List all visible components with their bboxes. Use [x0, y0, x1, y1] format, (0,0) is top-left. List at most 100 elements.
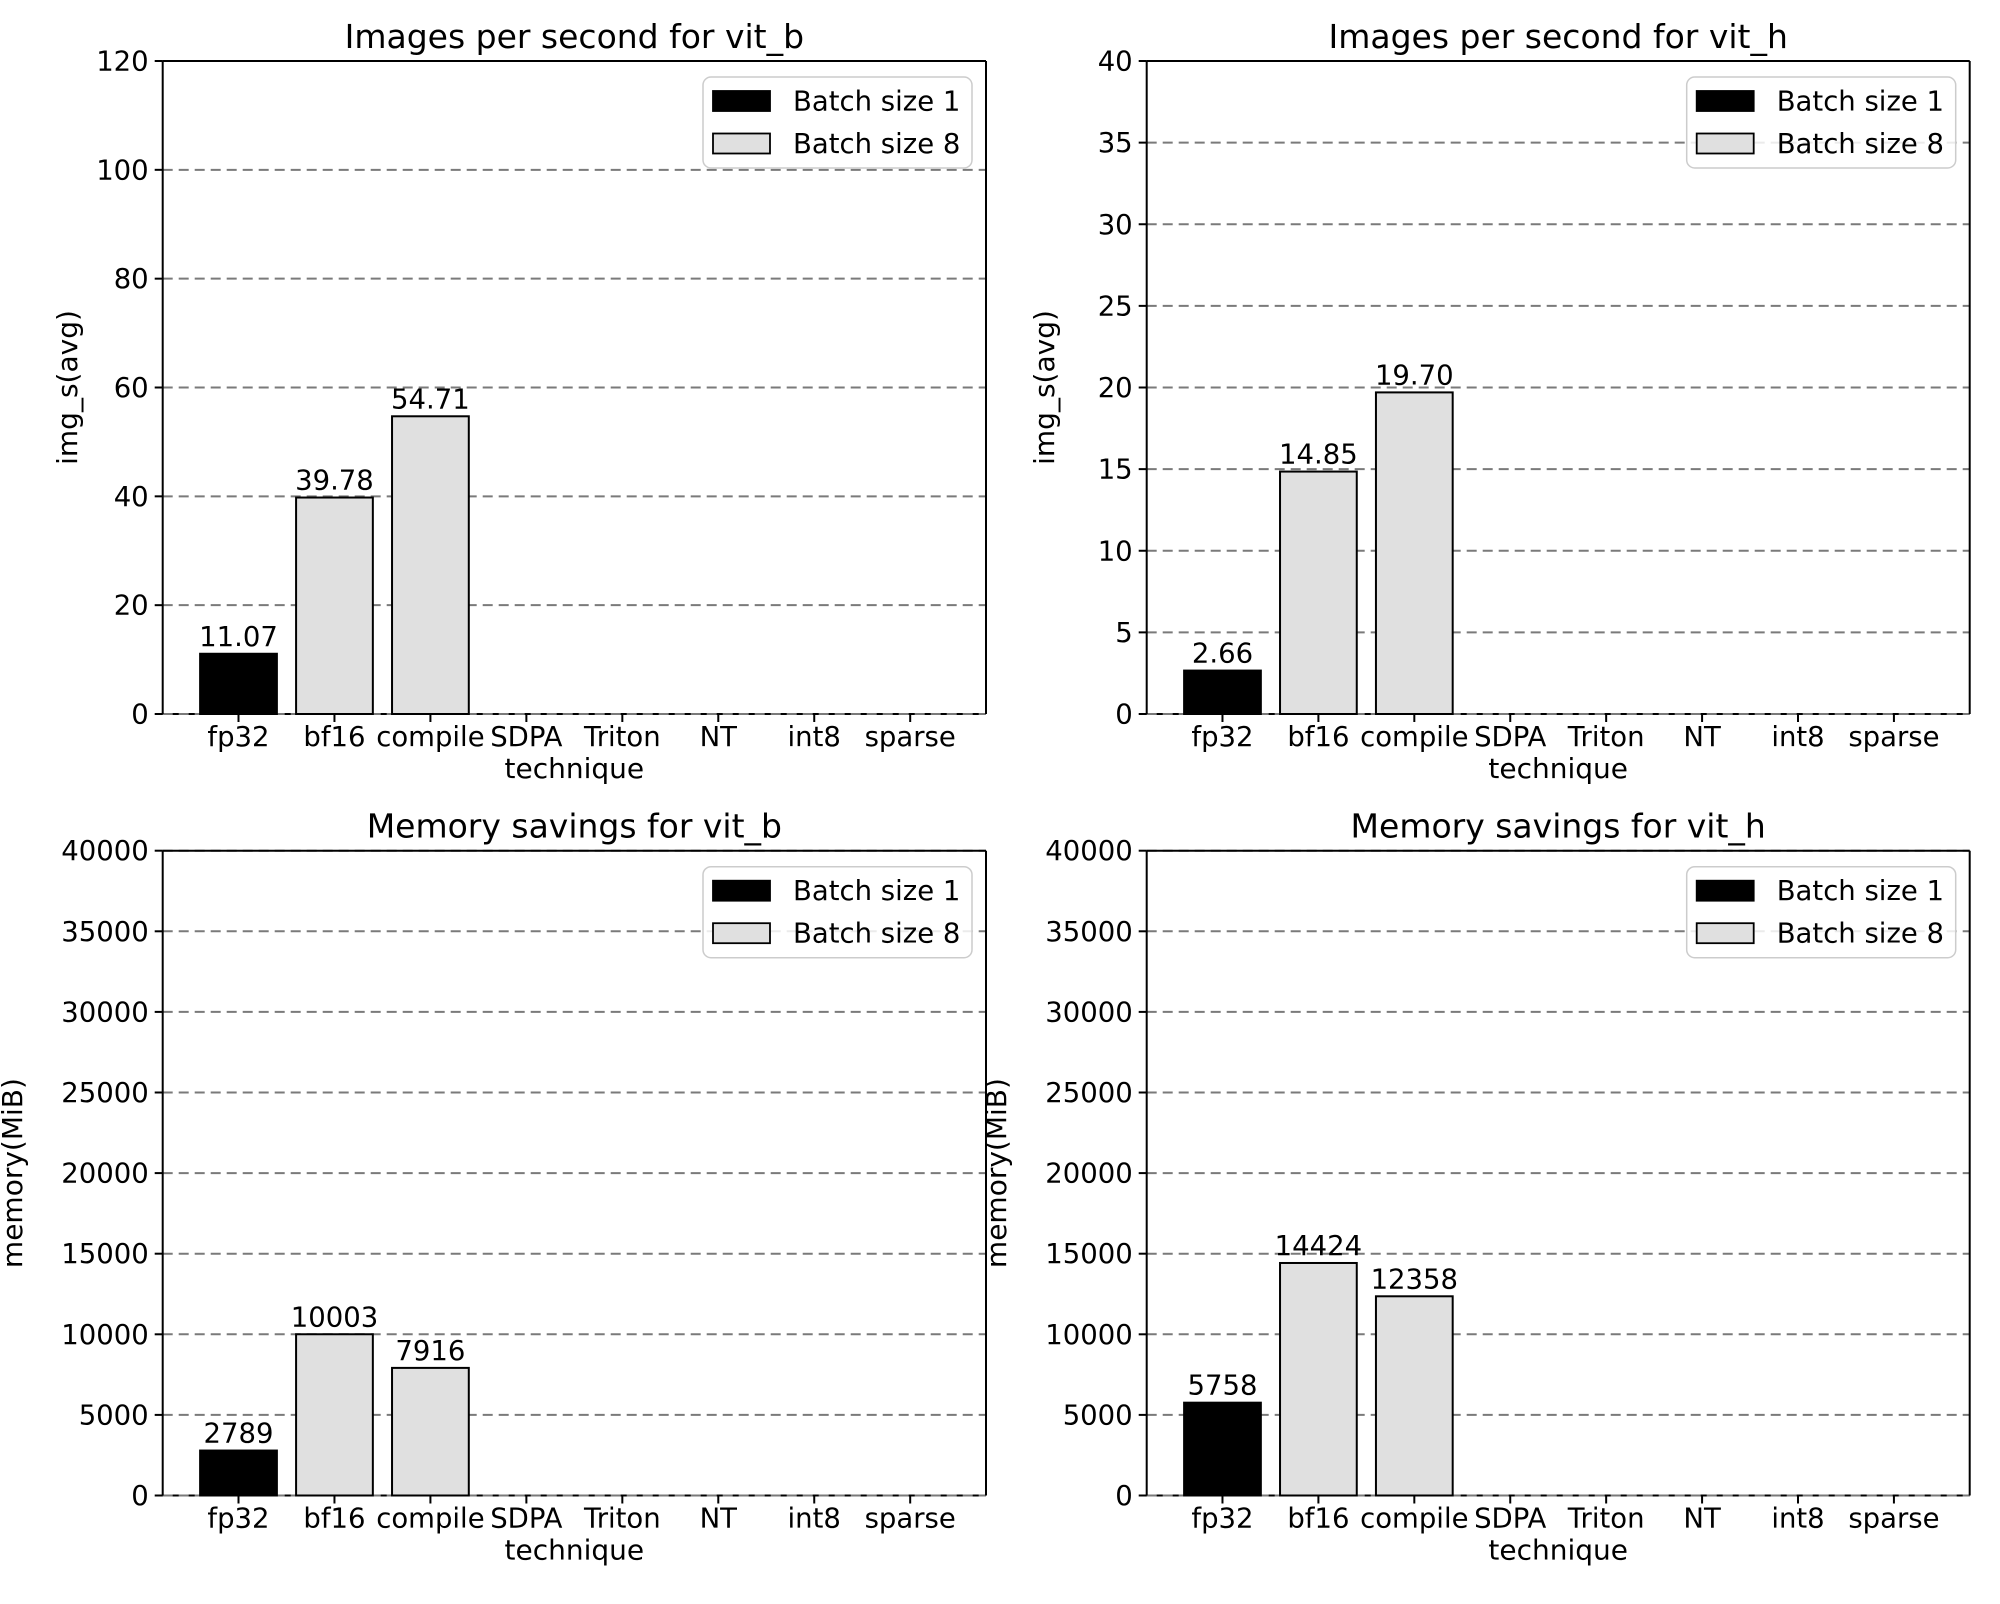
y-tick-label: 100: [96, 154, 149, 186]
bar-bf16-batch-size-8: [295, 1333, 374, 1497]
bar-value-label-compile: 19.70: [1375, 359, 1454, 391]
chart-title: Images per second for vit_b: [345, 17, 804, 56]
x-tick-label-sparse: sparse: [865, 721, 956, 753]
y-tick-label: 15000: [1045, 1238, 1132, 1270]
bar-value-label-compile: 54.71: [391, 383, 470, 415]
y-tick-label: 10000: [1045, 1319, 1132, 1351]
legend: Batch size 1 Batch size 8: [702, 865, 973, 959]
x-tick-label-NT: NT: [1683, 1503, 1721, 1535]
legend-label-batch-size-8: Batch size 8: [793, 128, 960, 160]
y-tick-label: 30000: [1045, 996, 1132, 1028]
x-tick-label-SDPA: SDPA: [1474, 1503, 1546, 1535]
legend: Batch size 1 Batch size 8: [1685, 76, 1957, 169]
x-axis-label: technique: [1488, 1534, 1628, 1567]
x-tick-label-fp32: fp32: [207, 1503, 269, 1535]
x-tick-label-SDPA: SDPA: [490, 721, 562, 753]
y-tick-label: 20: [1098, 372, 1133, 404]
x-tick-label-sparse: sparse: [1848, 1503, 1939, 1535]
y-tick-label: 25: [1098, 290, 1133, 322]
y-tick-label: 30000: [61, 996, 148, 1028]
bar-compile-batch-size-8: [391, 415, 470, 715]
x-tick-label-compile: compile: [1360, 721, 1468, 753]
x-tick-label-sparse: sparse: [1848, 721, 1939, 753]
y-tick-label: 60: [114, 372, 149, 404]
y-tick-label: 40: [1098, 46, 1133, 78]
legend-label-batch-size-1: Batch size 1: [793, 86, 960, 118]
y-tick-label: 120: [96, 46, 149, 78]
legend-label-batch-size-1: Batch size 1: [793, 875, 960, 907]
bar-value-label-fp32: 5758: [1187, 1370, 1257, 1402]
x-tick-label-sparse: sparse: [865, 1503, 956, 1535]
x-tick-label-int8: int8: [1771, 721, 1824, 753]
x-tick-label-int8: int8: [1771, 1503, 1824, 1535]
bar-value-label-bf16: 10003: [291, 1301, 378, 1333]
y-tick-label: 5000: [79, 1399, 149, 1431]
y-tick-label: 20000: [61, 1158, 148, 1190]
x-tick-label-compile: compile: [1360, 1503, 1468, 1535]
subplot-4: 5758 14424 12358 0 5000 10000 15000 20000 25000 3…: [980, 807, 1971, 1567]
legend: Batch size 1 Batch size 8: [702, 76, 973, 169]
y-tick-label: 35: [1098, 127, 1133, 159]
y-tick-label: 10000: [61, 1319, 148, 1351]
x-axis-label: technique: [505, 1534, 645, 1567]
y-tick-label: 0: [1115, 1480, 1133, 1512]
bar-bf16-batch-size-8: [1279, 1261, 1358, 1497]
bar-value-label-fp32: 2.66: [1192, 638, 1253, 670]
y-tick-label: 20000: [1045, 1158, 1132, 1190]
chart-title: Memory savings for vit_b: [367, 807, 782, 846]
y-tick-label: 5000: [1063, 1399, 1133, 1431]
x-tick-label-Triton: Triton: [1567, 721, 1645, 753]
y-tick-label: 25000: [61, 1077, 148, 1109]
bar-value-label-compile: 12358: [1371, 1263, 1458, 1295]
legend-label-batch-size-8: Batch size 8: [793, 918, 960, 950]
x-axis-label: technique: [505, 752, 645, 785]
y-tick-label: 0: [131, 1480, 149, 1512]
x-tick-label-Triton: Triton: [583, 721, 661, 753]
bar-fp32-batch-size-1: [1183, 669, 1262, 715]
legend: Batch size 1 Batch size 8: [1685, 865, 1957, 959]
y-tick-label: 15: [1098, 454, 1133, 486]
y-axis-label: img_s(avg): [51, 310, 84, 465]
legend-swatch-batch-size-1: [712, 90, 771, 112]
y-tick-label: 80: [114, 263, 149, 295]
x-axis-label: technique: [1488, 752, 1628, 785]
subplot-1: 11.07 39.78 54.71 0 20 40 60 80 100 120 fp32 bf16 co…: [51, 17, 987, 785]
y-tick-label: 40000: [1045, 835, 1132, 867]
x-tick-label-bf16: bf16: [303, 721, 365, 753]
bar-value-label-bf16: 14.85: [1279, 439, 1358, 471]
legend-swatch-batch-size-1: [1695, 90, 1755, 112]
bar-value-label-fp32: 11.07: [199, 621, 278, 653]
x-tick-label-NT: NT: [1683, 721, 1721, 753]
chart-title: Memory savings for vit_h: [1351, 807, 1766, 846]
x-tick-label-NT: NT: [700, 721, 738, 753]
legend-swatch-batch-size-8: [712, 132, 771, 155]
legend-swatch-batch-size-1: [712, 879, 771, 902]
x-tick-label-bf16: bf16: [303, 1503, 365, 1535]
y-tick-label: 35000: [61, 916, 148, 948]
bar-fp32-batch-size-1: [199, 1449, 278, 1497]
bar-bf16-batch-size-8: [295, 496, 374, 715]
bar-compile-batch-size-8: [1374, 1295, 1454, 1497]
x-tick-label-bf16: bf16: [1287, 1503, 1349, 1535]
y-tick-label: 0: [1115, 699, 1133, 731]
x-tick-label-bf16: bf16: [1287, 721, 1349, 753]
x-tick-label-compile: compile: [376, 721, 484, 753]
y-tick-label: 10: [1098, 535, 1133, 567]
y-tick-label: 20: [114, 590, 149, 622]
y-axis-label: img_s(avg): [1028, 310, 1061, 465]
legend-swatch-batch-size-1: [1695, 879, 1755, 902]
bar-value-label-bf16: 39.78: [295, 465, 374, 497]
y-tick-label: 5: [1115, 617, 1133, 649]
y-axis-label: memory(MiB): [0, 1078, 29, 1268]
y-tick-label: 25000: [1045, 1077, 1132, 1109]
bar-value-label-bf16: 14424: [1275, 1230, 1362, 1262]
x-tick-label-SDPA: SDPA: [1474, 721, 1546, 753]
legend-swatch-batch-size-8: [712, 922, 771, 945]
bar-value-label-compile: 7916: [395, 1335, 465, 1367]
legend-label-batch-size-1: Batch size 1: [1777, 875, 1944, 907]
legend-label-batch-size-1: Batch size 1: [1777, 86, 1944, 118]
subplot-3: 2789 10003 7916 0 5000 10000 15000 20000 25000 30…: [0, 807, 987, 1567]
x-tick-label-NT: NT: [700, 1503, 738, 1535]
